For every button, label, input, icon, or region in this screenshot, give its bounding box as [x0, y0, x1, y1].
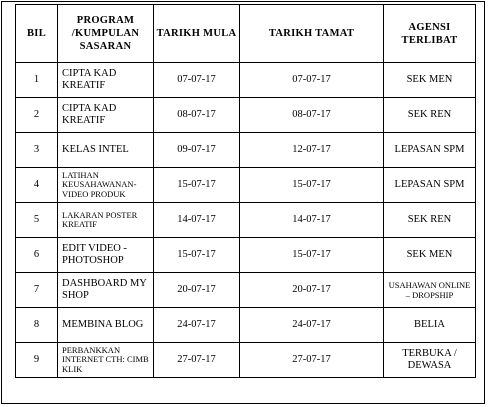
cell-program: DASHBOARD MY SHOP [57, 272, 154, 308]
cell-agensi: SEK MEN [383, 237, 476, 273]
header-program-line2: /KUMPULAN [71, 28, 140, 39]
table-row: 1 CIPTA KAD KREATIF 07-07-17 07-07-17 SE… [15, 62, 476, 98]
cell-program: LAKARAN POSTER KREATIF [57, 202, 154, 238]
cell-bil: 5 [15, 202, 58, 238]
table-row: 9 PERBANKKAN INTERNET CTH: CIMB KLIK 27-… [15, 342, 476, 378]
cell-bil: 7 [15, 272, 58, 308]
cell-agensi: LEPASAN SPM [383, 132, 476, 168]
header-tarikh-mula: TARIKH MULA [153, 4, 240, 63]
cell-tarikh-tamat: 14-07-17 [239, 202, 384, 238]
cell-program: CIPTA KAD KREATIF [57, 97, 154, 133]
header-program-line1: PROGRAM [76, 15, 135, 26]
header-agensi: AGENSI TERLIBAT [383, 4, 476, 63]
cell-bil: 3 [15, 132, 58, 168]
cell-tarikh-tamat: 08-07-17 [239, 97, 384, 133]
program-schedule-table: BIL PROGRAM /KUMPULAN SASARAN TARIKH MUL… [15, 4, 476, 378]
cell-bil: 2 [15, 97, 58, 133]
header-program: PROGRAM /KUMPULAN SASARAN [57, 4, 154, 63]
cell-bil: 6 [15, 237, 58, 273]
cell-tarikh-mula: 07-07-17 [153, 62, 240, 98]
cell-bil: 1 [15, 62, 58, 98]
cell-tarikh-mula: 09-07-17 [153, 132, 240, 168]
header-agensi-line1: AGENSI [408, 21, 451, 33]
cell-tarikh-tamat: 12-07-17 [239, 132, 384, 168]
cell-agensi: LEPASAN SPM [383, 167, 476, 203]
table-header: BIL PROGRAM /KUMPULAN SASARAN TARIKH MUL… [15, 4, 476, 63]
cell-tarikh-mula: 27-07-17 [153, 342, 240, 378]
cell-tarikh-mula: 15-07-17 [153, 167, 240, 203]
cell-program: LATIHAN KEUSAHAWANAN-VIDEO PRODUK [57, 167, 154, 203]
table-row: 3 KELAS INTEL 09-07-17 12-07-17 LEPASAN … [15, 132, 476, 168]
cell-tarikh-tamat: 15-07-17 [239, 237, 384, 273]
header-program-line3: SASARAN [79, 41, 132, 52]
cell-agensi: USAHAWAN ONLINE – DROPSHIP [383, 272, 476, 308]
cell-tarikh-mula: 24-07-17 [153, 307, 240, 343]
cell-tarikh-mula: 08-07-17 [153, 97, 240, 133]
cell-bil: 9 [15, 342, 58, 378]
cell-tarikh-tamat: 24-07-17 [239, 307, 384, 343]
cell-program: PERBANKKAN INTERNET CTH: CIMB KLIK [57, 342, 154, 378]
cell-bil: 8 [15, 307, 58, 343]
header-bil: BIL [15, 4, 58, 63]
cell-program: MEMBINA BLOG [57, 307, 154, 343]
table-row: 4 LATIHAN KEUSAHAWANAN-VIDEO PRODUK 15-0… [15, 167, 476, 203]
cell-program: CIPTA KAD KREATIF [57, 62, 154, 98]
cell-tarikh-mula: 14-07-17 [153, 202, 240, 238]
cell-tarikh-tamat: 27-07-17 [239, 342, 384, 378]
cell-bil: 4 [15, 167, 58, 203]
cell-tarikh-mula: 15-07-17 [153, 237, 240, 273]
table-row: 8 MEMBINA BLOG 24-07-17 24-07-17 BELIA [15, 307, 476, 343]
table-row: 2 CIPTA KAD KREATIF 08-07-17 08-07-17 SE… [15, 97, 476, 133]
cell-tarikh-mula: 20-07-17 [153, 272, 240, 308]
cell-agensi: BELIA [383, 307, 476, 343]
cell-agensi: TERBUKA / DEWASA [383, 342, 476, 378]
header-row: BIL PROGRAM /KUMPULAN SASARAN TARIKH MUL… [15, 4, 476, 63]
cell-agensi: SEK REN [383, 97, 476, 133]
header-agensi-line2: TERLIBAT [401, 34, 458, 46]
cell-tarikh-tamat: 20-07-17 [239, 272, 384, 308]
cell-agensi: SEK REN [383, 202, 476, 238]
table-row: 6 EDIT VIDEO - PHOTOSHOP 15-07-17 15-07-… [15, 237, 476, 273]
cell-tarikh-tamat: 15-07-17 [239, 167, 384, 203]
table-row: 5 LAKARAN POSTER KREATIF 14-07-17 14-07-… [15, 202, 476, 238]
table-body: 1 CIPTA KAD KREATIF 07-07-17 07-07-17 SE… [15, 62, 476, 378]
cell-program: KELAS INTEL [57, 132, 154, 168]
header-tarikh-tamat: TARIKH TAMAT [239, 4, 384, 63]
cell-tarikh-tamat: 07-07-17 [239, 62, 384, 98]
cell-agensi: SEK MEN [383, 62, 476, 98]
cell-program: EDIT VIDEO - PHOTOSHOP [57, 237, 154, 273]
table-row: 7 DASHBOARD MY SHOP 20-07-17 20-07-17 US… [15, 272, 476, 308]
